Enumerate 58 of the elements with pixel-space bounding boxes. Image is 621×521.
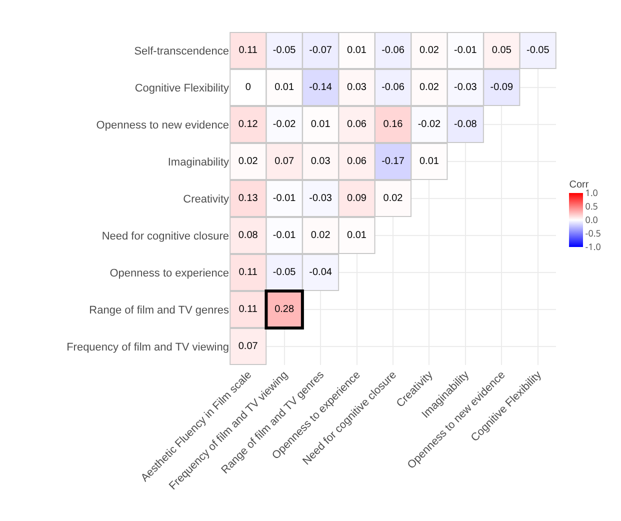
data-label: 0.11 [238, 267, 258, 278]
data-label: -0.01 [272, 230, 296, 241]
color-bar-label: 0.5 [585, 199, 598, 212]
data-label: -0.06 [382, 45, 405, 56]
data-label: -0.09 [490, 82, 514, 93]
data-label: -0.01 [454, 45, 478, 56]
data-label: 0.12 [238, 119, 258, 130]
color-bar-label: -0.5 [585, 226, 601, 240]
data-label: -0.05 [526, 45, 550, 56]
data-label: 0.03 [347, 82, 367, 93]
y-tick-label: Openness to new evidence [96, 119, 229, 132]
data-label: -0.06 [382, 82, 405, 93]
data-label: 0.09 [347, 193, 367, 204]
data-label: -0.03 [309, 193, 332, 204]
data-label: 0.01 [310, 119, 331, 130]
data-label: -0.05 [272, 267, 296, 278]
y-tick-label: Creativity [183, 193, 230, 206]
data-label: 0.28 [274, 304, 294, 315]
data-label: -0.14 [309, 82, 332, 93]
data-label: 0.03 [310, 156, 331, 167]
data-label: 0.07 [274, 156, 294, 167]
data-label: 0.02 [383, 193, 404, 204]
data-label: 0.02 [310, 230, 331, 241]
data-label: 0.01 [347, 230, 367, 241]
y-tick-label: Openness to experience [110, 267, 229, 280]
data-label: -0.17 [382, 156, 405, 167]
data-label: 0.06 [347, 156, 367, 167]
data-label: 0.02 [238, 156, 258, 167]
color-bar-label: -1.0 [585, 240, 601, 253]
y-tick-label: Range of film and TV genres [89, 304, 230, 316]
data-label: 0.01 [274, 82, 294, 93]
data-label: 0.05 [492, 45, 512, 56]
data-label: 0.08 [238, 230, 258, 241]
y-tick-label: Need for cognitive closure [102, 230, 229, 242]
data-label: 0.06 [347, 119, 367, 130]
color-bar-label: 0.0 [585, 212, 598, 226]
data-label: -0.02 [418, 119, 442, 130]
data-label: -0.04 [309, 267, 332, 278]
data-label: -0.07 [309, 45, 332, 56]
data-label: 0.11 [238, 304, 258, 315]
data-label: 0.16 [383, 119, 404, 130]
data-label: 0.02 [419, 82, 440, 93]
y-tick-label: Imaginability [168, 156, 230, 168]
data-label: -0.03 [454, 82, 478, 93]
data-label: 0.01 [347, 45, 367, 56]
data-label: -0.01 [272, 193, 296, 204]
data-label: -0.05 [272, 45, 296, 56]
data-label: 0.01 [419, 156, 440, 167]
data-label: 0.13 [238, 193, 258, 204]
y-tick-label: Self-transcendence [134, 45, 229, 58]
data-label: 0.11 [238, 45, 258, 56]
data-label: 0.02 [419, 45, 440, 56]
data-label: -0.08 [454, 119, 478, 130]
data-label: 0.07 [238, 341, 258, 352]
data-label: 0 [245, 82, 252, 93]
y-tick-label: Cognitive Flexibility [134, 82, 230, 94]
data-label: -0.02 [272, 119, 296, 130]
y-tick-label: Frequency of film and TV viewing [66, 341, 229, 354]
